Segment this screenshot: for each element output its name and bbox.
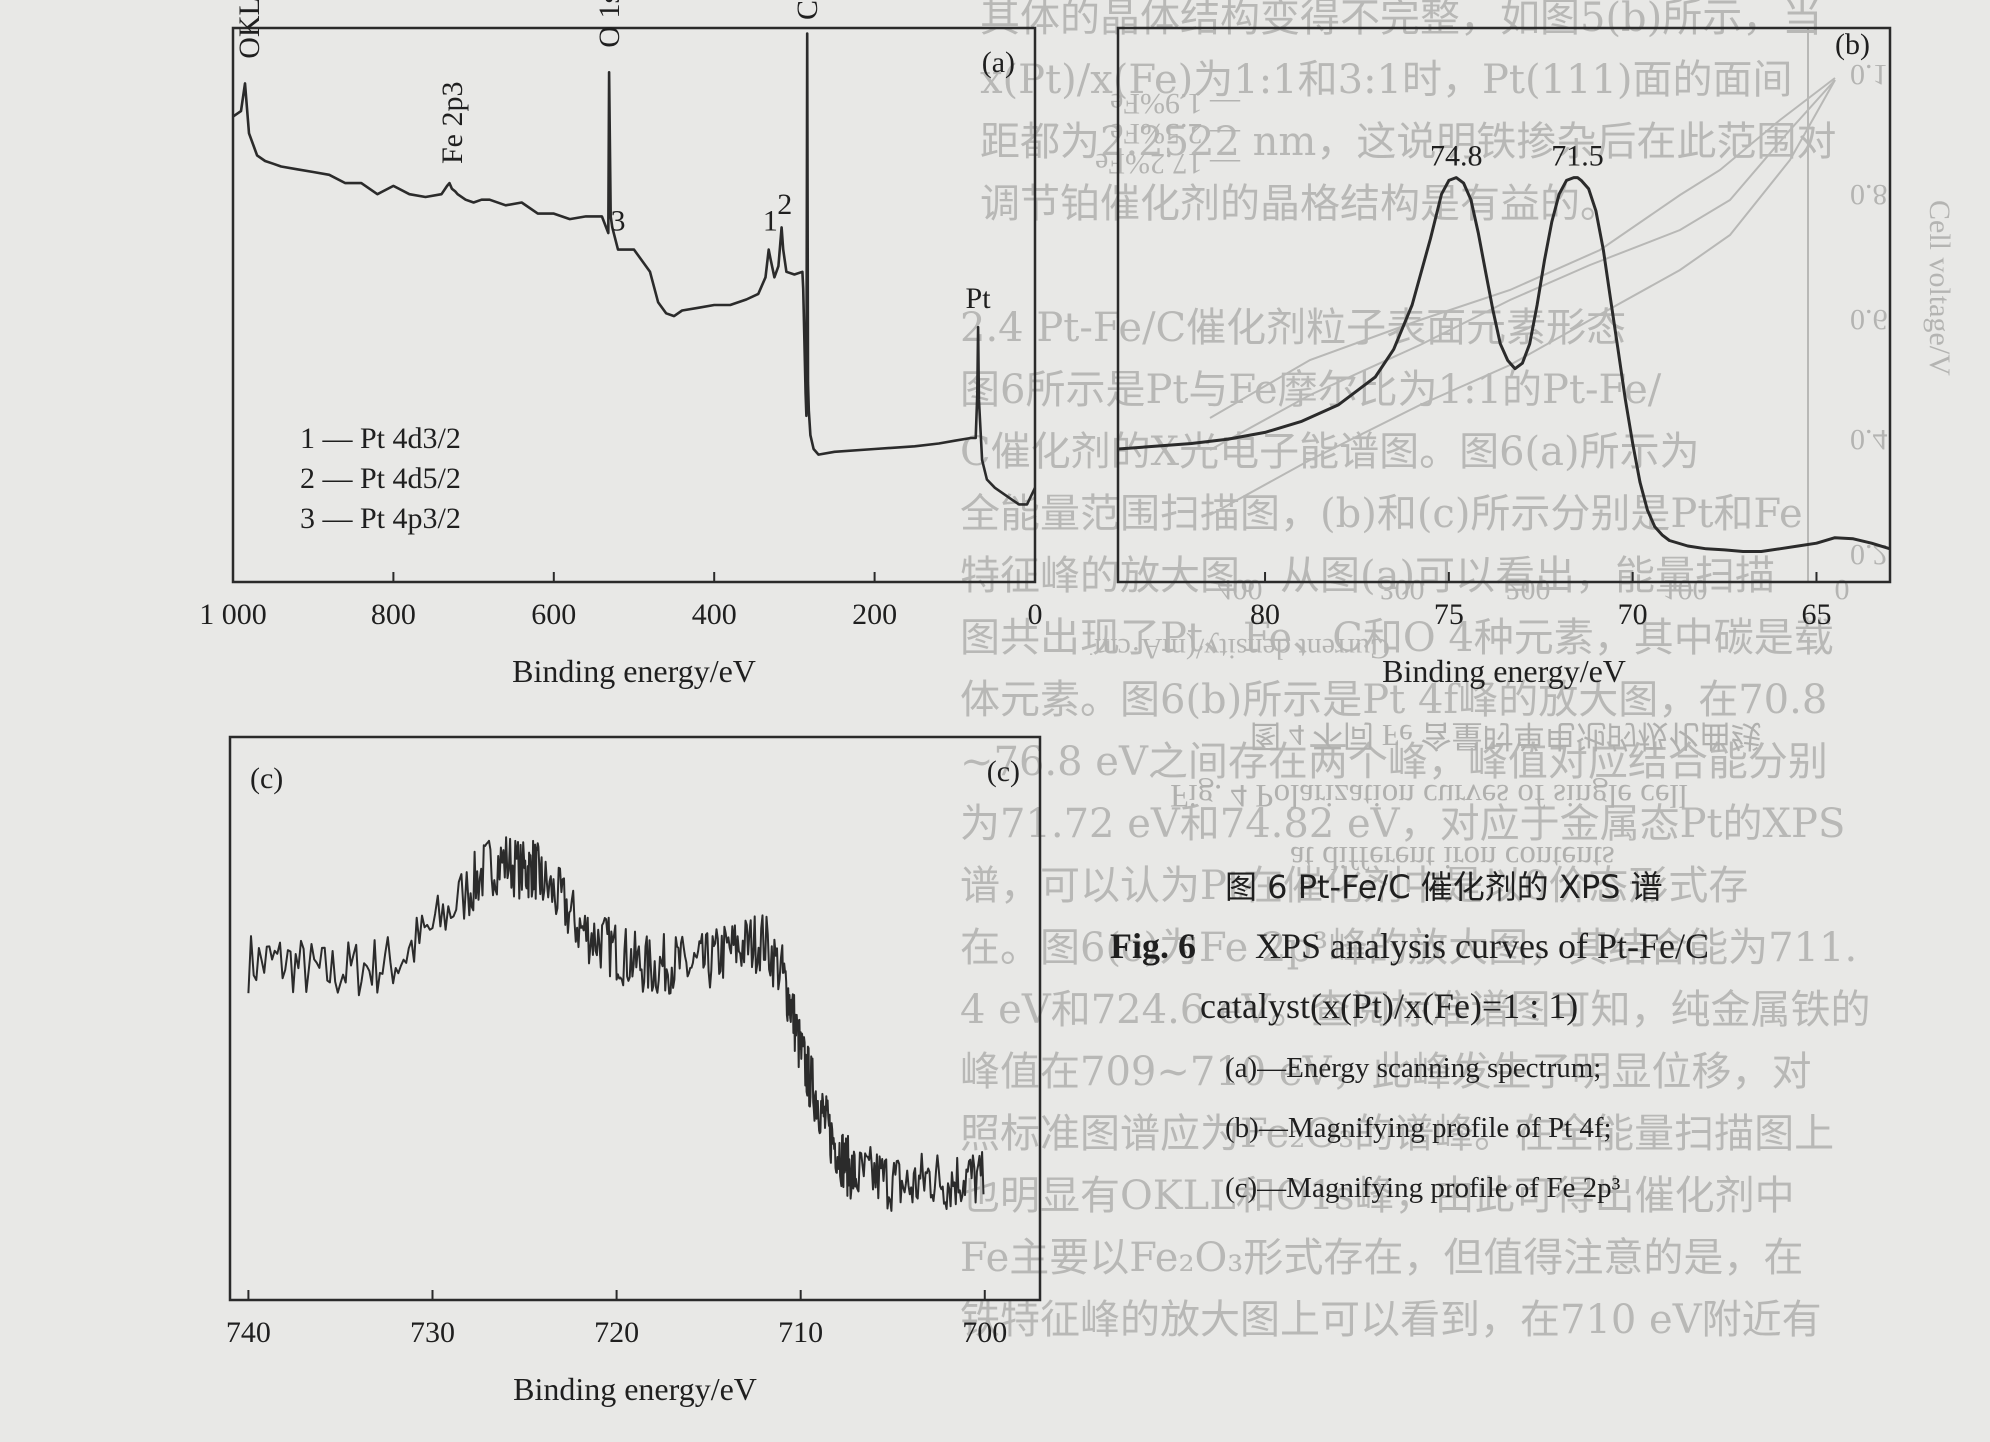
- ghost-axis-label: Current density/(mA·cm⁻²): [1090, 632, 1390, 665]
- peak-label: 74.8: [1430, 140, 1483, 173]
- panel-label: (b): [1835, 28, 1870, 61]
- plot-frame: [1116, 26, 1892, 584]
- plot-frame: [231, 26, 1037, 584]
- ghost-curve: [1209, 77, 1836, 419]
- x-tick-label: 600: [531, 598, 576, 631]
- data-series-line: [232, 32, 1037, 506]
- x-tick-label: 400: [692, 598, 737, 631]
- x-tick-label: 80: [1250, 598, 1280, 631]
- x-tick-label: 800: [371, 598, 416, 631]
- legend-entry: 1 — Pt 4d3/2: [300, 422, 461, 455]
- ghost-curve: [1209, 79, 1836, 451]
- x-tick-label: 720: [594, 1316, 639, 1349]
- x-tick-label: 75: [1434, 598, 1464, 631]
- x-tick-label: 710: [778, 1316, 823, 1349]
- ghost-tick: 0.4: [1850, 423, 1888, 456]
- background-text-line: 铁特征峰的放大图上可以看到，在710 eV附近有: [960, 1297, 1822, 1343]
- ghost-caption-2: Fig. 4 Polarization curves of single cel…: [1170, 777, 1688, 813]
- x-tick-label: 700: [962, 1316, 1007, 1349]
- peak-label: 1: [763, 205, 778, 238]
- chart-a: 1 000 800 600 400 200 0 Binding energy/eV (a) OK…: [199, 0, 1043, 689]
- caption-fig-label: Fig. 6: [1110, 926, 1196, 966]
- peak-label: 71.5: [1551, 140, 1604, 173]
- caption-item-b: (b)—Magnifying profile of Pt 4f;: [1225, 1112, 1612, 1144]
- ghost-tick: 0: [1835, 573, 1850, 606]
- caption-title-line1: XPS analysis curves of Pt-Fe/C: [1255, 926, 1709, 966]
- caption-item-a: (a)—Energy scanning spectrum;: [1225, 1052, 1602, 1084]
- peak-label: 2: [777, 188, 792, 221]
- peak-label: C 1s: [791, 0, 824, 20]
- ghost-tick: 0.1: [1850, 58, 1888, 91]
- x-axis-label: Binding energy/eV: [513, 1371, 757, 1407]
- ghost-caption-1: 图 4 不同 Fe 含量时单电池的极化曲线: [1250, 718, 1762, 753]
- ghost-legend-entry: — 1.9%Fe: [1110, 87, 1241, 120]
- ghost-curve: [1209, 79, 1836, 516]
- chart-c: 740 730 720 710 700 Binding energy/eV (c) (c): [226, 735, 1042, 1407]
- ghost-legend-entry: — 17.2%Fe: [1095, 147, 1241, 180]
- ghost-tick: 100: [1663, 573, 1708, 606]
- x-tick-label: 65: [1801, 598, 1831, 631]
- ghost-axis-label: Cell voltage/V: [1923, 200, 1956, 376]
- x-tick-label: 70: [1618, 598, 1648, 631]
- caption-item-c: (c)—Magnifying profile of Fe 2p³: [1225, 1172, 1621, 1204]
- x-tick-label: 200: [852, 598, 897, 631]
- ghost-tick: 400: [1218, 573, 1263, 606]
- peak-label: Pt: [966, 282, 992, 315]
- background-text-line: Fe主要以Fe₂O₃形式存在，但值得注意的是，在: [960, 1235, 1804, 1281]
- ghost-tick: 200: [1506, 573, 1551, 606]
- peak-label: Fe 2p3: [436, 82, 469, 165]
- peak-label: O 1s: [593, 0, 626, 48]
- caption-title-line2: catalyst(x(Pt)/x(Fe)=1 : 1): [1200, 986, 1579, 1026]
- x-axis-label: Binding energy/eV: [1382, 653, 1626, 689]
- legend-entry: 3 — Pt 4p3/2: [300, 502, 461, 535]
- chart-b: 400 300 200 100 00.20.40.60.80.1— 1.9%Fe— 2.…: [1090, 26, 1956, 689]
- panel-label-left: (c): [250, 762, 283, 795]
- caption-cn: 图 6 Pt-Fe/C 催化剂的 XPS 谱: [1225, 868, 1663, 906]
- panel-label: (a): [982, 46, 1015, 79]
- peak-label: OKLL: [233, 0, 266, 59]
- x-tick-label: 0: [1028, 598, 1043, 631]
- ghost-tick: 0.8: [1850, 178, 1888, 211]
- x-tick-label: 1 000: [199, 598, 267, 631]
- data-series-line: [1117, 176, 1891, 553]
- panel-label: (c): [987, 755, 1020, 788]
- data-series-line: [247, 836, 985, 1212]
- ghost-tick: 300: [1380, 573, 1425, 606]
- peak-label: 3: [610, 205, 625, 238]
- plot-frame: [228, 735, 1042, 1302]
- ghost-legend-entry: — 2.5%Fe: [1110, 117, 1241, 150]
- x-tick-label: 730: [410, 1316, 455, 1349]
- legend-entry: 2 — Pt 4d5/2: [300, 462, 461, 495]
- x-tick-label: 740: [226, 1316, 271, 1349]
- ghost-tick: 0.6: [1850, 303, 1888, 336]
- x-axis-label: Binding energy/eV: [512, 653, 756, 689]
